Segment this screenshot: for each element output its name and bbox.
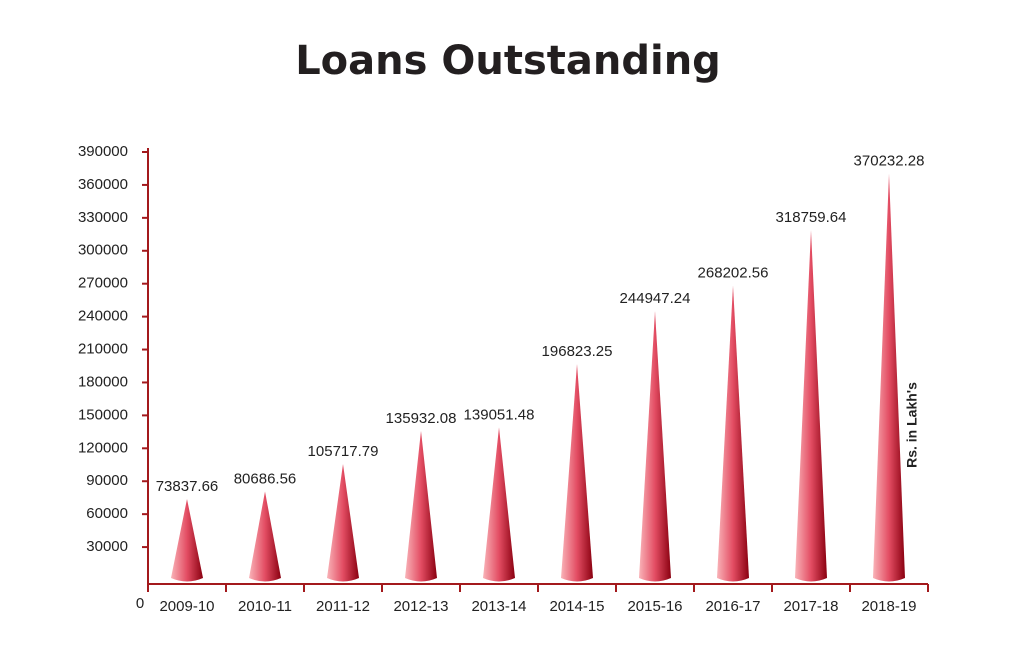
value-label: 139051.48 [464,406,535,423]
cone [561,363,593,582]
value-label: 135932.08 [386,410,457,427]
cone [795,230,827,582]
cone [717,285,749,582]
y-tick-label: 90000 [86,472,128,489]
cone [639,311,671,582]
y-tick-label: 240000 [78,308,128,325]
y-tick-label: 300000 [78,242,128,259]
value-label: 318759.64 [776,209,847,226]
value-label: 80686.56 [234,470,297,487]
x-tick-label: 2015-16 [627,598,682,615]
y-tick-label: 30000 [86,538,128,555]
y-tick-label: 180000 [78,373,128,390]
value-label: 73837.66 [156,478,219,495]
cone [405,430,437,582]
unit-note: Rs. in Lakh's [904,382,920,468]
x-tick-label: 2009-10 [159,598,214,615]
x-tick-label: 2018-19 [861,598,916,615]
value-label: 196823.25 [542,343,613,360]
cone [873,173,905,582]
x-tick-label: 2017-18 [783,598,838,615]
x-tick-label: 2014-15 [549,598,604,615]
chart-title: Loans Outstanding [295,38,721,84]
y-tick-label: 150000 [78,406,128,423]
cone [483,427,515,582]
y-tick-label: 360000 [78,176,128,193]
value-label: 244947.24 [620,290,691,307]
x-tick-label: 2016-17 [705,598,760,615]
y-tick-label: 0 [136,595,144,612]
y-tick-label: 270000 [78,275,128,292]
y-tick-label: 210000 [78,341,128,358]
x-tick-label: 2011-12 [316,598,370,615]
y-tick-label: 330000 [78,209,128,226]
cone [249,491,281,582]
x-tick-label: 2013-14 [471,598,526,615]
cone [171,498,203,582]
x-tick-label: 2012-13 [393,598,448,615]
value-label: 268202.56 [698,265,769,282]
y-tick-label: 120000 [78,439,128,456]
value-label: 105717.79 [308,443,379,460]
cone [327,463,359,582]
x-tick-label: 2010-11 [238,598,292,615]
value-label: 370232.28 [854,153,925,170]
y-tick-label: 60000 [86,505,128,522]
y-tick-label: 390000 [78,143,128,160]
